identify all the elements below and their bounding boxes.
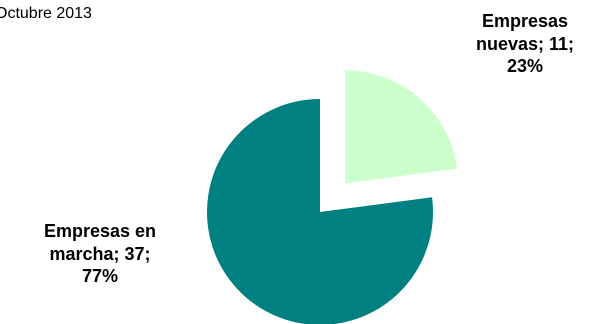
slice-label-nuevas-line1: Empresas (481, 11, 569, 31)
slice-label-marcha-line1: Empresas en (43, 221, 157, 241)
pie-slice-1 (207, 99, 433, 324)
slice-label-marcha-line3: 77% (81, 266, 119, 286)
slice-label-nuevas-line3: 23% (506, 56, 544, 76)
pie-slice-0 (345, 70, 458, 184)
slice-label-nuevas: Empresas nuevas; 11; 23% (450, 10, 600, 78)
chart-title: Octubre 2013 (0, 5, 92, 22)
slice-label-marcha: Empresas en marcha; 37; 77% (5, 220, 195, 288)
slice-label-nuevas-line2: nuevas; 11; (475, 33, 575, 54)
slice-label-marcha-line2: marcha; 37; (49, 243, 151, 264)
